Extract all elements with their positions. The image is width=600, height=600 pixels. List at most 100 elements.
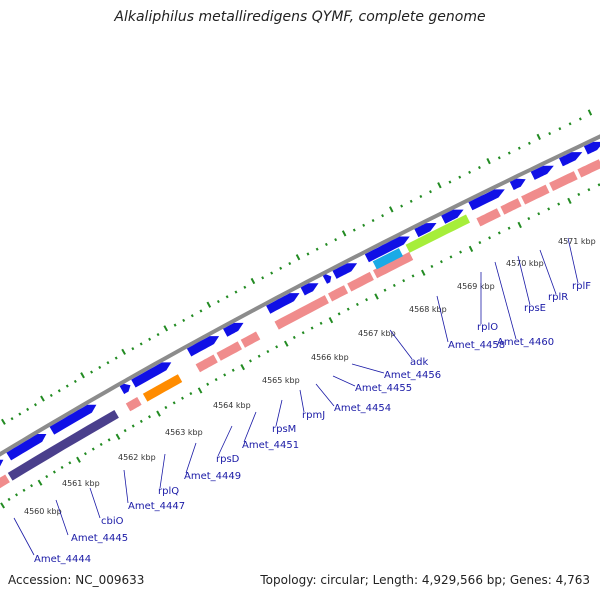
tick-dot-inner	[156, 410, 161, 417]
rna-block	[373, 251, 414, 279]
cds-arrow	[266, 293, 300, 314]
tick-dot-outer	[517, 146, 521, 150]
accession-text: Accession: NC_009633	[8, 573, 145, 587]
tick-dot-inner	[266, 349, 270, 354]
tick-dot-outer	[536, 133, 541, 140]
tick-dot-inner	[537, 212, 541, 216]
gene-leader-line	[389, 329, 413, 360]
tick-dot-outer	[527, 141, 531, 145]
tick-label: 4563 kbp	[165, 428, 203, 437]
tick-label: 4567 kbp	[358, 329, 396, 338]
tick-dot-outer	[371, 218, 375, 223]
tick-dot-inner	[83, 452, 87, 456]
tick-label: 4571 kbp	[558, 237, 596, 246]
genome-summary-text: Topology: circular; Length: 4,929,566 bp…	[260, 573, 590, 587]
tick-dot-inner	[439, 260, 443, 264]
tick-dot-outer	[270, 271, 274, 275]
cds-arrow	[186, 336, 220, 357]
tick-dot-inner	[310, 326, 314, 330]
cds-arrow	[509, 178, 526, 190]
gene-labels: Amet_4444 Amet_4445 cbiO Amet_4447 rplQ Amet_…	[13, 237, 591, 565]
tick-dot-outer	[121, 348, 126, 355]
cds-arrow	[414, 223, 437, 238]
tick-dot-outer	[234, 290, 238, 294]
tick-dot-inner	[507, 226, 511, 230]
gene-label: Amet_4458	[448, 340, 505, 351]
tick-dot-inner	[197, 387, 203, 394]
tick-dot-inner	[7, 497, 11, 501]
gene-leader-line	[539, 249, 557, 295]
tick-dot-inner	[597, 183, 600, 187]
tick-dot-outer	[419, 194, 423, 199]
tick-dot-inner	[257, 354, 261, 358]
tick-dot-inner	[164, 405, 168, 410]
tick-dot-inner	[328, 317, 334, 324]
tick-dot-inner	[131, 424, 135, 428]
tick-dot-inner	[68, 461, 72, 465]
tick-dot-outer	[131, 347, 135, 351]
gene-leader-line	[123, 469, 129, 504]
tick-dot-inner	[517, 221, 522, 229]
tick-dot-outer	[295, 254, 301, 261]
tick-dot-outer	[558, 127, 562, 131]
tick-dot-outer	[306, 252, 310, 256]
gene-label: Amet_4460	[497, 337, 554, 348]
tick-dot-outer	[315, 247, 319, 251]
tick-dot-inner	[52, 470, 56, 474]
tick-dot-outer	[1, 418, 6, 425]
tick-dot-outer	[90, 370, 94, 374]
tick-dot-inner	[0, 502, 6, 509]
tick-dot-outer	[362, 223, 366, 227]
tick-dot-inner	[240, 364, 245, 371]
gene-label: Amet_4455	[355, 383, 412, 394]
tick-dot-inner	[365, 298, 369, 302]
tick-dot-outer	[261, 276, 265, 280]
tick-dot-inner	[107, 438, 111, 442]
rna-block	[0, 474, 10, 489]
rna-block	[577, 159, 600, 178]
tick-dot-outer	[163, 325, 169, 332]
gene-leader-line	[217, 425, 233, 457]
cds-arrow	[131, 362, 172, 388]
tick-dot-outer	[18, 412, 22, 416]
tick-dot-inner	[91, 447, 95, 451]
tick-dot-inner	[189, 391, 193, 396]
tick-dot-outer	[389, 206, 394, 213]
cds-arrow	[223, 322, 244, 337]
tick-dot-outer	[568, 122, 572, 126]
gene-label: Amet_4454	[334, 403, 391, 414]
tick-dot-inner	[374, 293, 379, 300]
tick-dot-outer	[33, 403, 37, 407]
tick-dot-inner	[497, 231, 501, 235]
gene-features	[0, 141, 600, 489]
map-title: Alkaliphilus metalliredigens QYMF, compl…	[114, 9, 486, 25]
tick-dot-inner	[421, 269, 426, 276]
cds-arrow	[441, 209, 464, 224]
adk-block	[372, 248, 403, 270]
rna-block	[500, 198, 522, 215]
inner-tick-dots	[0, 183, 600, 509]
tick-dot-inner	[30, 484, 34, 488]
cds-arrow	[364, 236, 410, 263]
tick-dot-inner	[76, 456, 81, 463]
gene-label: Amet_4444	[34, 554, 91, 565]
tick-dot-outer	[106, 361, 110, 365]
tick-dot-inner	[478, 240, 482, 245]
tick-dot-outer	[206, 301, 212, 308]
tick-label: 4568 kbp	[409, 305, 447, 314]
rna-block	[328, 285, 349, 302]
tick-dot-inner	[468, 245, 474, 253]
gene-label: rplF	[572, 281, 591, 292]
tick-dot-inner	[115, 433, 121, 440]
tick-dot-inner	[430, 264, 434, 268]
cds-arrow	[322, 274, 332, 284]
tick-dot-outer	[400, 204, 404, 208]
tick-dot-outer	[507, 151, 511, 155]
gene-label: Amet_4451	[242, 440, 299, 451]
tick-dot-outer	[156, 332, 160, 337]
gene-leader-line	[567, 237, 579, 284]
cds-arrow	[300, 283, 319, 296]
tick-dot-outer	[279, 266, 283, 270]
gene-label: Amet_4449	[184, 471, 241, 482]
tick-dot-inner	[139, 419, 143, 423]
